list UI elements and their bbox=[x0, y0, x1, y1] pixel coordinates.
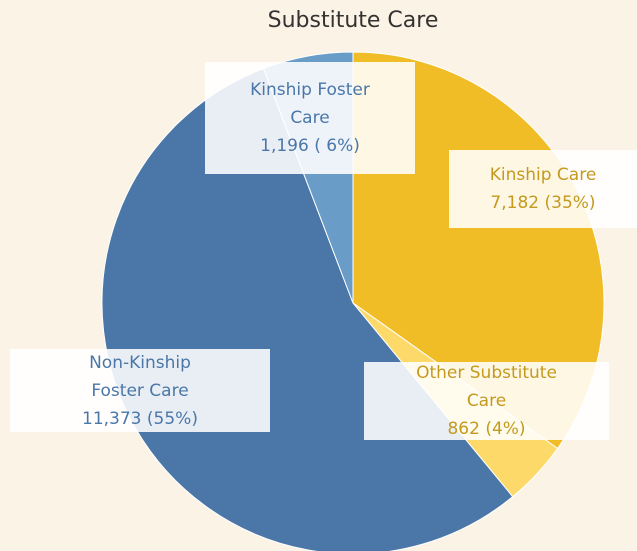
percent-label: (4%) bbox=[485, 419, 526, 439]
value-label: 1,196 bbox=[260, 136, 309, 156]
chart-title: Substitute Care bbox=[267, 8, 439, 33]
value-line: 7,182 (35%) bbox=[490, 189, 595, 217]
value-label: 11,373 bbox=[82, 408, 142, 429]
value-line: 862 (4%) bbox=[447, 415, 525, 443]
value-label: 862 bbox=[447, 419, 480, 439]
slice-label: Kinship Foster Care 1,196 ( 6%) bbox=[205, 62, 415, 174]
slice-label: Kinship Care 7,182 (35%) bbox=[449, 150, 637, 228]
category-label: Other Substitute Care bbox=[416, 363, 557, 411]
percent-label: (55%) bbox=[146, 408, 198, 429]
value-line: 1,196 ( 6%) bbox=[260, 132, 360, 160]
percent-label: ( 6%) bbox=[314, 136, 360, 156]
category-label: Kinship Foster Care bbox=[250, 80, 370, 128]
value-label: 7,182 bbox=[490, 193, 540, 213]
value-line: 11,373 (55%) bbox=[82, 405, 198, 433]
slice-label: Non-Kinship Foster Care 11,373 (55%) bbox=[10, 349, 270, 432]
percent-label: (35%) bbox=[544, 193, 596, 213]
category-label: Kinship Care bbox=[489, 165, 597, 185]
category-label: Non-Kinship Foster Care bbox=[89, 352, 191, 401]
slice-label: Other Substitute Care 862 (4%) bbox=[364, 362, 609, 440]
